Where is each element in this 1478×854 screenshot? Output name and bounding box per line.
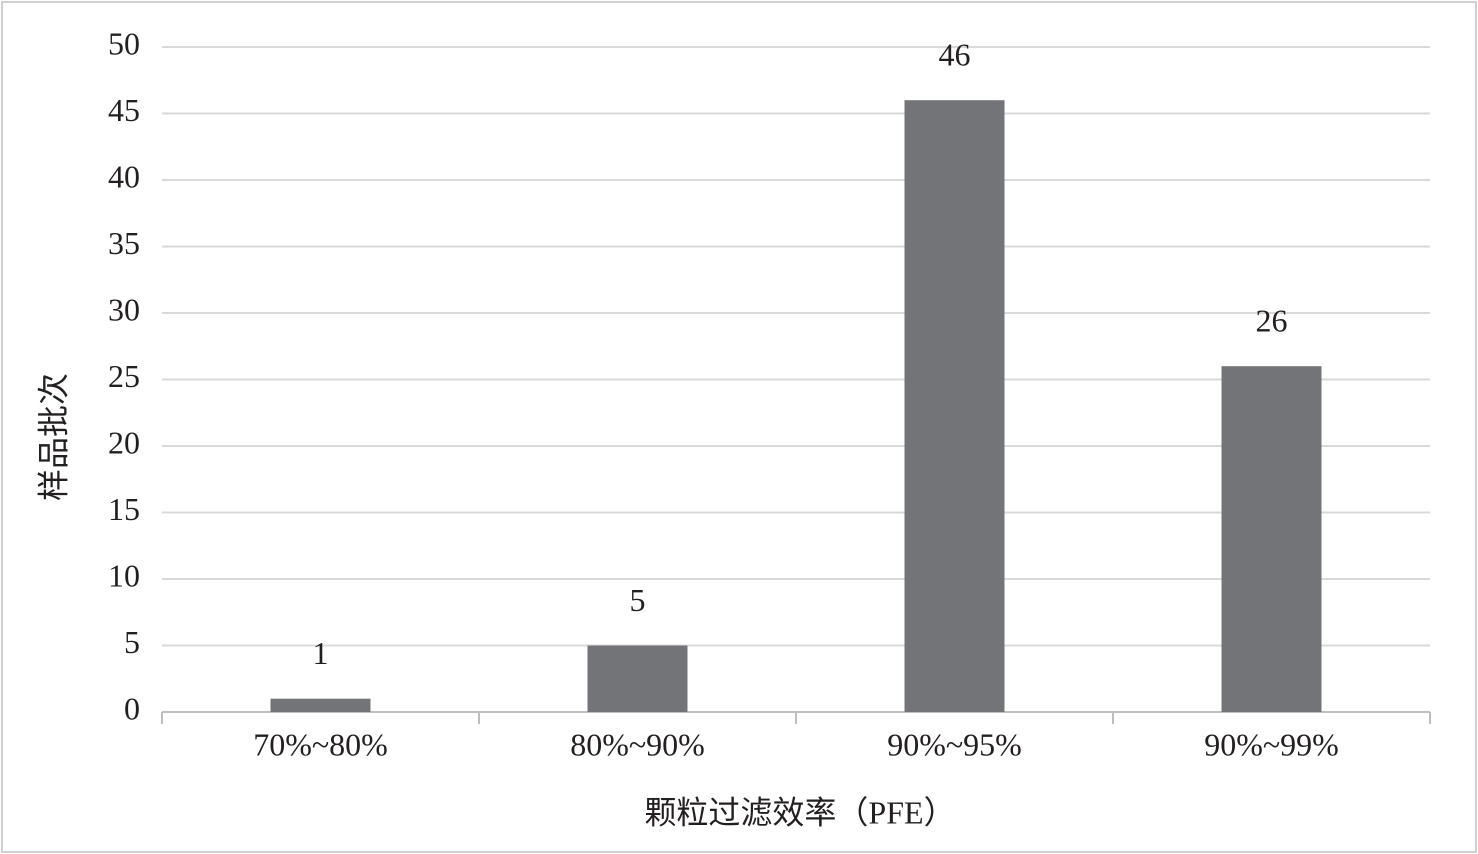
y-tick-label: 40 [108,158,140,194]
x-tick-label: 90%~95% [887,726,1022,762]
y-tick-label: 10 [108,557,140,593]
bar [1221,366,1322,712]
x-tick-label: 70%~80% [253,726,388,762]
bar [270,698,371,712]
y-tick-label: 35 [108,225,140,261]
data-label: 5 [630,582,646,618]
y-tick-label: 45 [108,92,140,128]
x-tick-label: 80%~90% [570,726,705,762]
y-tick-label: 15 [108,491,140,527]
data-label: 26 [1256,303,1288,339]
data-label: 1 [313,635,329,671]
y-tick-label: 0 [124,690,140,726]
bar [587,645,688,712]
y-tick-label: 50 [108,25,140,61]
data-label: 46 [939,37,971,73]
x-axis-title: 颗粒过滤效率（PFE） [644,794,955,830]
y-tick-label: 30 [108,291,140,327]
y-tick-label: 5 [124,624,140,660]
bar [904,100,1005,712]
x-tick-label: 90%~99% [1204,726,1339,762]
y-axis-title: 样品批次 [35,373,71,501]
y-tick-label: 20 [108,424,140,460]
y-tick-label: 25 [108,358,140,394]
